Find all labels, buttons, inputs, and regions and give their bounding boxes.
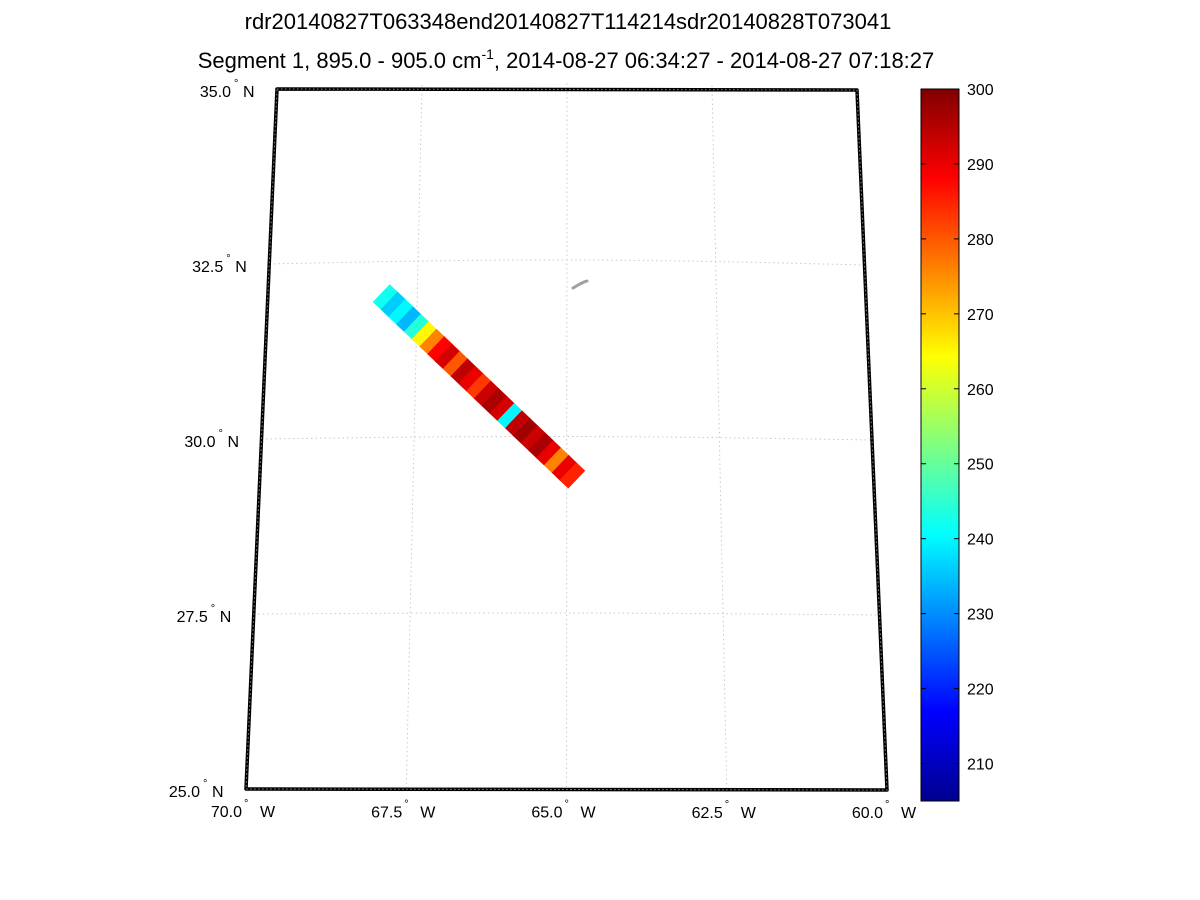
satellite-swath: [372, 284, 586, 489]
degree-symbol: °: [234, 78, 238, 90]
degree-symbol: °: [885, 799, 889, 811]
lat-tick-label: 32.5: [192, 259, 223, 276]
lon-gridline: [711, 85, 728, 790]
degree-symbol: °: [565, 799, 569, 811]
hemisphere-label: N: [235, 259, 247, 276]
degree-symbol: °: [244, 798, 248, 810]
hemisphere-label: W: [420, 804, 436, 821]
colorbar-tick-label: 230: [967, 607, 994, 624]
subtitle-suffix: , 2014-08-27 06:34:27 - 2014-08-27 07:18…: [494, 48, 934, 73]
hemisphere-label: W: [581, 805, 597, 822]
colorbar-tick-label: 210: [967, 757, 994, 774]
hemisphere-label: N: [220, 609, 232, 626]
latitude-labels: 35.0 ° N32.5 ° N30.0 ° N27.5 ° N25.0 ° N: [169, 78, 255, 801]
colorbar-tick-label: 260: [967, 382, 994, 399]
colorbar-tick-label: 280: [967, 232, 994, 249]
hemisphere-label: W: [741, 805, 757, 822]
swath-segment: [559, 462, 586, 489]
hemisphere-label: N: [212, 784, 224, 801]
figure-subtitle: Segment 1, 895.0 - 905.0 cm-1, 2014-08-2…: [198, 46, 935, 73]
degree-symbol: °: [211, 603, 215, 615]
degree-symbol: °: [404, 798, 408, 810]
island-outline: [571, 279, 589, 290]
colorbar-tick-label: 300: [967, 82, 994, 99]
lat-gridline: [261, 435, 873, 441]
colorbar-tick-label: 240: [967, 532, 994, 549]
subtitle-prefix: Segment 1, 895.0 - 905.0 cm: [198, 48, 482, 73]
lon-tick-label: 62.5: [692, 805, 723, 822]
colorbar-tick-label: 250: [967, 457, 994, 474]
lat-tick-label: 30.0: [184, 434, 215, 451]
lon-gridline: [566, 83, 568, 790]
hemisphere-label: N: [243, 84, 255, 101]
map-graticule: [253, 83, 880, 790]
colorbar-tick-label: 220: [967, 682, 994, 699]
colorbar-tick-label: 290: [967, 157, 994, 174]
degree-symbol: °: [203, 778, 207, 790]
colorbar-ticks: 300 290 280 270 260 250 240 230 220 210: [921, 82, 994, 774]
lon-tick-label: 65.0: [531, 805, 562, 822]
lat-tick-label: 25.0: [169, 784, 200, 801]
degree-symbol: °: [725, 799, 729, 811]
lon-tick-label: 67.5: [371, 804, 402, 821]
lon-tick-label: 60.0: [852, 805, 883, 822]
degree-symbol: °: [219, 428, 223, 440]
lat-tick-label: 27.5: [177, 609, 208, 626]
degree-symbol: °: [226, 253, 230, 265]
hemisphere-label: W: [901, 805, 917, 822]
figure-title: rdr20140827T063348end20140827T114214sdr2…: [245, 9, 892, 34]
hemisphere-label: W: [260, 804, 276, 821]
lat-tick-label: 35.0: [200, 84, 231, 101]
lon-gridline: [405, 84, 423, 790]
longitude-labels: 70.0 ° W 67.5 ° W 65.0 ° W 62.5 ° W 60.0 ° W: [211, 798, 917, 822]
hemisphere-label: N: [228, 434, 240, 451]
subtitle-superscript: -1: [481, 46, 494, 62]
colorbar-tick-label: 270: [967, 307, 994, 324]
colorbar: [920, 88, 960, 802]
lon-tick-label: 70.0: [211, 804, 242, 821]
lat-gridline: [253, 612, 880, 616]
